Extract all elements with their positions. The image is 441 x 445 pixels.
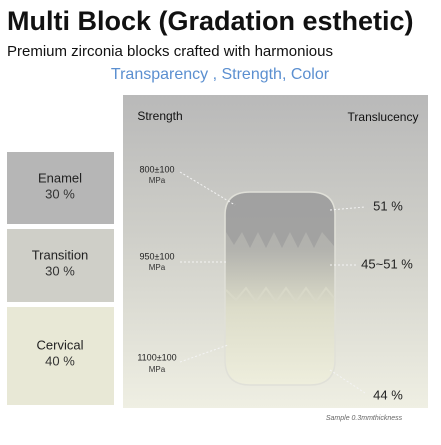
column-header: Translucency	[348, 110, 419, 124]
translucency-value: 45~51 %	[361, 256, 413, 271]
layer-ratio: 40 %	[45, 353, 75, 368]
layer-box	[7, 307, 114, 405]
layer-box	[7, 152, 114, 224]
layer-ratio: 30 %	[45, 263, 75, 278]
leaders	[179, 171, 366, 394]
tagline: Transparency , Strength, Color	[111, 66, 330, 83]
layer-name: Transition	[32, 247, 89, 262]
layer-ratio: 30 %	[45, 186, 75, 201]
strength-value: 800±100	[140, 164, 175, 174]
strength-value: 1100±100	[137, 352, 176, 362]
column-header: Strength	[137, 109, 182, 123]
translucency-value: 51 %	[373, 198, 403, 213]
layer-name: Cervical	[37, 337, 84, 352]
transition-edge	[225, 286, 335, 304]
enamel-zone	[226, 193, 334, 248]
strength-unit: MPa	[149, 263, 166, 272]
translucency-value: 44 %	[373, 387, 403, 402]
layer-name: Enamel	[38, 170, 82, 185]
strength-value: 950±100	[140, 251, 175, 261]
title: Multi Block (Gradation esthetic)	[7, 6, 414, 36]
layer-box	[7, 229, 114, 302]
strength-unit: MPa	[149, 176, 166, 185]
footnote: Sample 0.3mmthickness	[326, 415, 403, 422]
subtitle: Premium zirconia blocks crafted with har…	[7, 43, 333, 60]
strength-unit: MPa	[149, 365, 166, 374]
